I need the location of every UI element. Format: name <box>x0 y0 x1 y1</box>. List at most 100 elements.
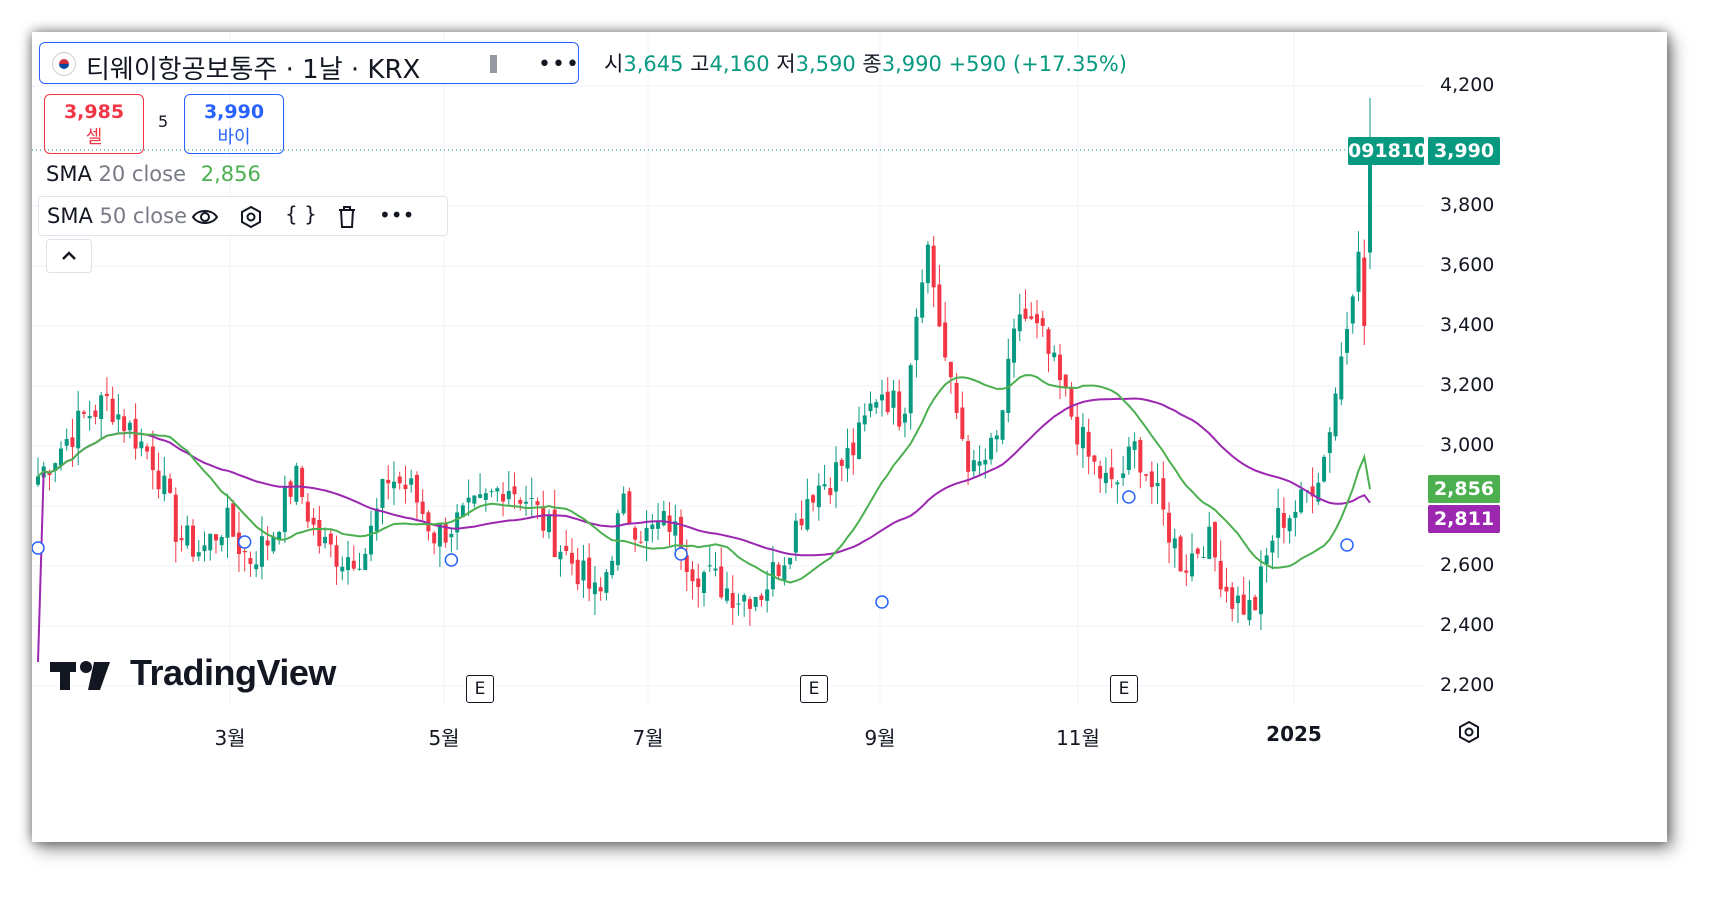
delete-icon[interactable] <box>337 205 357 229</box>
candle <box>288 479 293 505</box>
candle <box>943 301 948 362</box>
candle <box>885 377 890 415</box>
earnings-badge[interactable]: E <box>800 675 828 703</box>
candles <box>36 98 1372 631</box>
candle <box>587 543 592 602</box>
candle <box>874 399 879 414</box>
candle <box>977 445 982 477</box>
candle <box>1075 403 1080 456</box>
candle <box>776 561 781 579</box>
candle <box>466 479 471 517</box>
candle <box>1115 480 1120 504</box>
more-icon[interactable]: ••• <box>538 52 580 77</box>
candle <box>122 409 127 443</box>
chart-window: 티웨이항공보통주 · 1날 · KRX ••• 시3,645 고4,160 저3… <box>32 32 1667 842</box>
candle <box>753 596 758 612</box>
candle <box>638 531 643 545</box>
candle <box>1293 500 1298 537</box>
candle <box>1310 467 1315 514</box>
open-value: 3,645 <box>623 52 684 76</box>
candle <box>627 487 632 526</box>
candle <box>702 570 706 607</box>
close-value: 3,990 <box>881 52 942 76</box>
candle <box>1086 418 1091 475</box>
candle <box>834 446 839 509</box>
candle <box>1167 502 1172 564</box>
earnings-badge[interactable]: E <box>1110 675 1138 703</box>
candle <box>420 489 425 522</box>
candle <box>541 490 546 538</box>
axis-settings-icon[interactable] <box>1457 720 1481 744</box>
candle <box>1132 432 1137 469</box>
korea-flag-icon <box>52 52 76 76</box>
candle <box>770 546 775 597</box>
candle <box>1207 512 1212 560</box>
chart-canvas[interactable] <box>32 32 1667 842</box>
collapse-legend-button[interactable] <box>46 239 92 273</box>
buy-label: 바이 <box>217 127 251 148</box>
spread-value: 5 <box>158 112 169 131</box>
candle <box>845 428 850 482</box>
candle <box>213 534 218 554</box>
candle <box>966 434 971 485</box>
candle <box>524 485 529 516</box>
candle <box>1316 472 1321 505</box>
candle <box>1241 576 1246 616</box>
sell-price: 3,985 <box>63 101 125 123</box>
dividend-marker <box>674 547 688 561</box>
candle <box>1155 463 1160 505</box>
candle <box>937 264 942 328</box>
candle <box>552 489 557 558</box>
candle <box>816 473 821 521</box>
chevron-up-icon <box>62 251 76 260</box>
candle <box>311 508 316 536</box>
symbol-search-box[interactable]: 티웨이항공보통주 · 1날 · KRX ••• <box>39 42 580 85</box>
source-code-icon[interactable]: { } <box>285 202 317 226</box>
high-value: 4,160 <box>709 52 770 76</box>
candle <box>363 547 368 570</box>
candle <box>621 486 626 516</box>
candle <box>1190 533 1195 582</box>
candle <box>305 493 310 529</box>
candle <box>1195 547 1200 559</box>
sma20-legend[interactable]: SMA 20 close 2,856 <box>46 162 261 186</box>
candle <box>719 547 724 600</box>
candle <box>1235 586 1240 624</box>
candle <box>1350 294 1355 334</box>
sell-button[interactable]: 3,985 셀 <box>44 94 144 154</box>
price-tick-label: 2,400 <box>1440 614 1495 636</box>
sma20-value: 2,856 <box>200 162 261 186</box>
high-label: 고 <box>690 52 710 76</box>
buy-button[interactable]: 3,990 바이 <box>184 94 284 154</box>
dividend-marker <box>444 553 459 567</box>
candle <box>546 509 551 539</box>
candle <box>730 575 735 626</box>
candle <box>948 361 953 394</box>
candle <box>1046 327 1051 373</box>
candle <box>340 556 345 581</box>
candle <box>759 592 764 607</box>
candle <box>346 540 351 585</box>
tradingview-mark-icon <box>50 661 110 690</box>
candle <box>793 513 798 561</box>
candle <box>696 563 701 608</box>
open-label: 시 <box>604 52 624 76</box>
candle <box>1052 345 1057 362</box>
candle <box>805 478 810 532</box>
last-price-plate: 3,990 <box>1428 137 1500 165</box>
candle <box>971 449 976 478</box>
candle <box>1000 409 1005 445</box>
eye-icon[interactable] <box>191 207 219 227</box>
candle <box>1098 460 1103 493</box>
earnings-badge[interactable]: E <box>466 675 494 703</box>
sma50-legend[interactable]: SMA 50 close { } ••• <box>38 196 448 236</box>
candle <box>1276 488 1281 558</box>
settings-icon[interactable] <box>239 205 263 229</box>
more-icon[interactable]: ••• <box>379 203 415 227</box>
candle <box>1092 454 1097 475</box>
sma50-line <box>37 397 1371 663</box>
candle <box>150 430 155 490</box>
flag-icon[interactable] <box>490 55 497 73</box>
candle <box>1040 310 1045 337</box>
candle <box>1149 461 1154 505</box>
